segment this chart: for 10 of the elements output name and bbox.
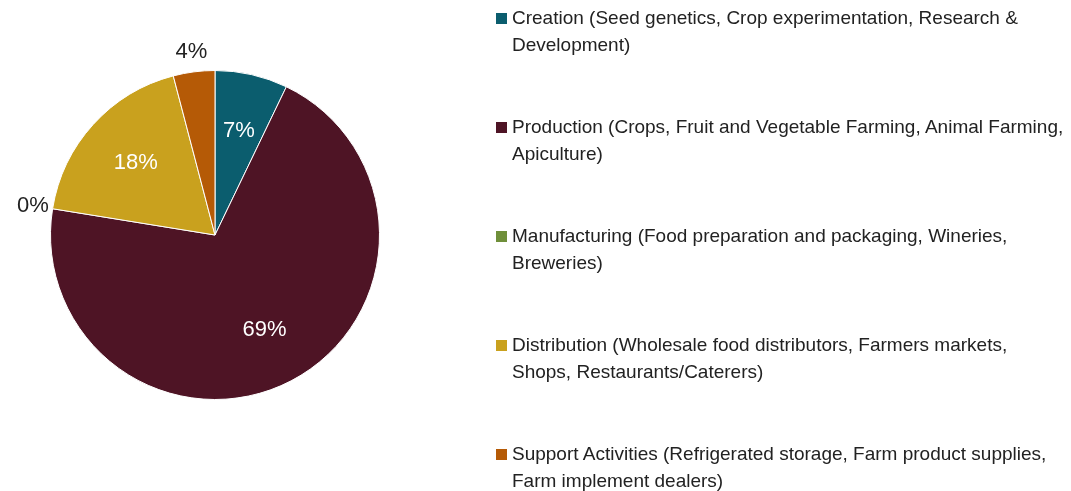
legend-label: Manufacturing (Food preparation and packaging, Wineries, Breweries) bbox=[512, 224, 1009, 275]
legend-label: Distribution (Wholesale food distributors, Farmers markets, Shops, Restaurants/Caterers) bbox=[512, 333, 1009, 384]
legend-label: Support Activities (Refrigerated storage, Farm product supplies, Farm implement dealers) bbox=[512, 442, 1048, 491]
legend-label: Production (Crops, Fruit and Vegetable Farming, Animal Farming, Apiculture) bbox=[512, 115, 1065, 166]
text: 0% bbox=[16, 191, 49, 217]
data-label: 18% bbox=[113, 149, 158, 175]
data-label: 4% bbox=[175, 38, 208, 64]
data-label: 7% bbox=[222, 116, 255, 142]
legend-label: Creation (Seed genetics, Crop experimentation, Research & Development) bbox=[512, 6, 1019, 57]
data-label: 69% bbox=[242, 315, 287, 341]
